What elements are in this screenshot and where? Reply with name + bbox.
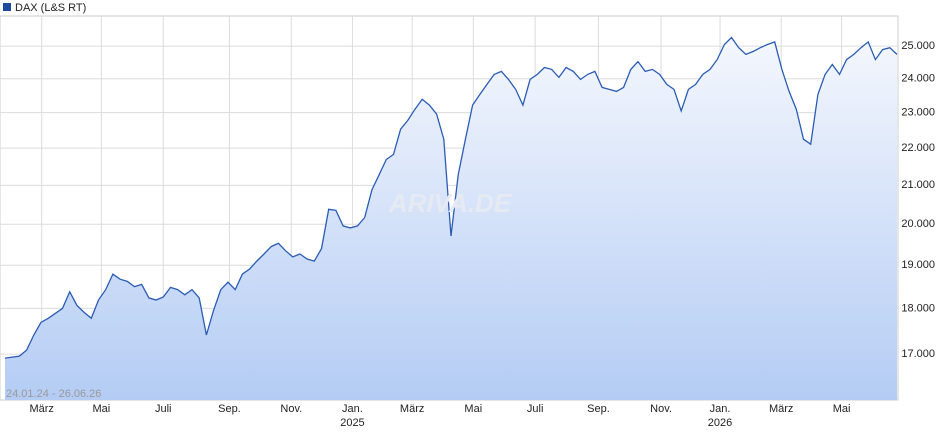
x-year-label: 2025 — [340, 417, 364, 429]
y-tick-label: 22.000 — [901, 142, 935, 154]
x-tick-label: Mai — [93, 403, 111, 415]
legend-swatch — [3, 3, 11, 11]
y-tick-label: 24.000 — [901, 73, 935, 85]
x-tick-label: Sep. — [218, 403, 241, 415]
y-tick-label: 17.000 — [901, 348, 935, 360]
watermark: ARIVA.DE — [388, 188, 512, 218]
y-tick-label: 20.000 — [901, 218, 935, 230]
date-range: 24.01.24 - 26.06.26 — [6, 388, 101, 400]
x-tick-label: Jan. — [342, 403, 363, 415]
y-tick-label: 19.000 — [901, 259, 935, 271]
x-tick-label: Mai — [464, 403, 482, 415]
area-fill — [5, 37, 897, 400]
y-tick-label: 25.000 — [901, 40, 935, 52]
x-tick-label: Nov. — [280, 403, 302, 415]
x-tick-label: Nov. — [650, 403, 672, 415]
x-tick-label: März — [400, 403, 424, 415]
x-tick-label: Mai — [833, 403, 851, 415]
y-tick-label: 23.000 — [901, 107, 935, 119]
x-tick-label: Sep. — [587, 403, 610, 415]
area-layer — [4, 36, 898, 400]
x-tick-label: März — [29, 403, 53, 415]
x-tick-label: Jan. — [710, 403, 731, 415]
price-line — [4, 36, 898, 359]
x-tick-label: Juli — [527, 403, 544, 415]
y-tick-label: 21.000 — [901, 179, 935, 191]
y-tick-label: 18.000 — [901, 302, 935, 314]
x-tick-label: März — [769, 403, 793, 415]
x-year-label: 2026 — [708, 417, 732, 429]
x-tick-label: Juli — [155, 403, 172, 415]
legend-label: DAX (L&S RT) — [15, 2, 86, 14]
